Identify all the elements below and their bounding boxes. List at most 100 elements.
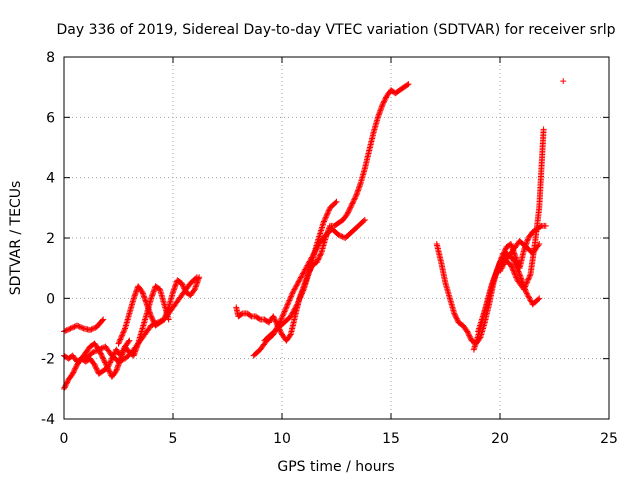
data-point <box>121 326 128 333</box>
data-point <box>103 363 110 370</box>
data-point <box>88 326 95 333</box>
data-point <box>497 266 504 273</box>
data-point <box>524 278 531 285</box>
data-point <box>282 307 289 314</box>
data-point <box>107 358 114 365</box>
data-point <box>300 287 307 294</box>
data-point <box>95 346 102 353</box>
data-point <box>320 219 327 226</box>
data-point <box>64 326 71 333</box>
data-point <box>294 279 301 286</box>
data-point <box>270 313 277 320</box>
data-point <box>523 289 530 296</box>
data-point <box>492 272 499 279</box>
data-point <box>298 291 305 298</box>
data-point <box>117 336 124 343</box>
data-point <box>91 348 98 355</box>
data-point <box>517 273 524 280</box>
data-point <box>148 313 155 320</box>
data-point <box>305 261 312 268</box>
data-point <box>345 208 352 215</box>
data-point <box>466 333 473 340</box>
data-point <box>509 264 516 271</box>
data-point <box>68 324 75 331</box>
data-point <box>451 310 458 317</box>
data-point <box>381 98 388 105</box>
data-point <box>323 213 330 220</box>
data-point <box>349 200 356 207</box>
data-point <box>405 81 412 88</box>
data-point <box>451 311 458 318</box>
data-point <box>507 262 514 269</box>
data-point <box>380 99 387 106</box>
data-point <box>523 280 530 287</box>
x-tick-labels: 0 5 10 15 20 25 <box>60 431 618 447</box>
data-point <box>294 281 301 288</box>
data-point <box>70 324 77 331</box>
y-tick-label: -2 <box>41 352 55 368</box>
data-point <box>291 306 298 313</box>
data-point <box>105 366 112 373</box>
data-point <box>511 270 518 277</box>
data-point <box>333 198 340 205</box>
data-point <box>281 308 288 315</box>
data-point <box>352 194 359 201</box>
data-point <box>292 304 299 311</box>
data-point <box>181 285 188 292</box>
data-point <box>314 257 321 264</box>
data-point <box>91 361 98 368</box>
data-point <box>285 300 292 307</box>
data-point <box>292 285 299 292</box>
data-point <box>279 312 286 319</box>
data-point <box>464 328 471 335</box>
data-point <box>510 267 517 274</box>
x-axis-label: GPS time / hours <box>277 459 394 475</box>
data-point <box>138 288 145 295</box>
data-point <box>297 275 304 282</box>
data-point <box>118 357 125 364</box>
data-point <box>238 311 245 318</box>
data-point <box>492 270 499 277</box>
data-point <box>116 337 123 344</box>
data-point <box>278 315 285 322</box>
data-point <box>115 358 122 365</box>
data-point <box>283 304 290 311</box>
data-point <box>271 316 278 323</box>
data-point <box>71 366 78 373</box>
data-point <box>150 318 157 325</box>
data-point <box>453 315 460 322</box>
data-point <box>517 272 524 279</box>
data-point <box>464 329 471 336</box>
data-point <box>536 295 543 302</box>
data-point <box>280 311 287 318</box>
data-point <box>293 282 300 289</box>
data-point <box>116 339 123 346</box>
data-point <box>525 276 532 283</box>
data-point <box>102 359 109 366</box>
data-point <box>295 278 302 285</box>
data-point <box>560 78 567 85</box>
data-point <box>119 332 126 339</box>
data-point <box>63 327 70 334</box>
data-point <box>513 274 520 281</box>
data-point <box>316 252 323 259</box>
data-point <box>64 379 71 386</box>
data-point <box>511 260 518 267</box>
data-point <box>289 290 296 297</box>
data-point <box>288 312 295 319</box>
data-point <box>348 203 355 210</box>
x-tick-label: 0 <box>60 431 69 447</box>
data-point <box>512 261 519 268</box>
data-point <box>106 368 113 375</box>
data-point <box>348 201 355 208</box>
data-point <box>514 267 521 274</box>
data-point <box>347 204 354 211</box>
data-point <box>509 266 516 273</box>
data-point <box>325 207 332 214</box>
data-point <box>93 365 100 372</box>
data-point <box>97 346 104 353</box>
data-point <box>299 290 306 297</box>
data-point <box>272 317 279 324</box>
data-point <box>79 324 86 331</box>
data-point <box>290 308 297 315</box>
